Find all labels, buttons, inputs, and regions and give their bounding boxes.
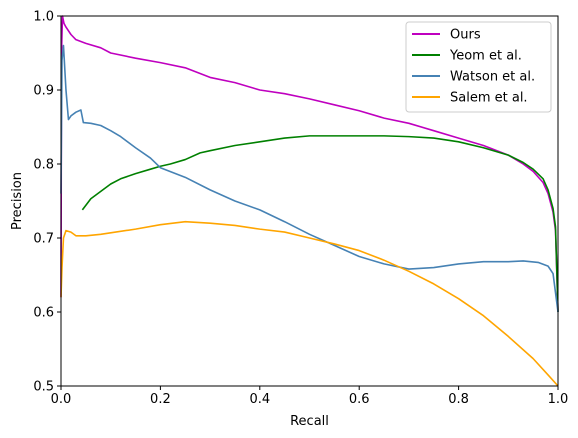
y-tick-label: 0.8 bbox=[33, 158, 54, 173]
x-tick-label: 0.6 bbox=[349, 392, 370, 407]
x-tick-label: 0.2 bbox=[150, 392, 171, 407]
legend-label-2: Watson et al. bbox=[450, 70, 535, 85]
x-axis-label: Recall bbox=[290, 414, 329, 429]
y-tick-label: 1.0 bbox=[33, 10, 54, 25]
legend-box bbox=[405, 21, 552, 113]
series-line-2 bbox=[60, 44, 559, 313]
x-tick-label: 1.0 bbox=[548, 392, 569, 407]
y-axis-label: Precision bbox=[10, 172, 25, 230]
series-line-3 bbox=[60, 220, 559, 387]
y-tick-label: 0.6 bbox=[33, 306, 54, 321]
axis-ticks: 0.0 0.2 0.4 0.6 0.8 1.0 0.5 0.6 0.7 0.8 0.9 1.0 bbox=[33, 10, 568, 408]
x-tick-label: 0.4 bbox=[249, 392, 270, 407]
y-tick-label: 0.7 bbox=[33, 232, 54, 247]
legend: Ours Yeom et al. Watson et al. Salem et al. bbox=[405, 21, 552, 113]
series-line-0 bbox=[60, 15, 559, 313]
plot-frame bbox=[60, 15, 559, 387]
legend-label-0: Ours bbox=[450, 28, 481, 43]
x-tick-label: 0.0 bbox=[51, 392, 72, 407]
legend-label-1: Yeom et al. bbox=[449, 49, 522, 64]
series-line-1 bbox=[81, 135, 559, 313]
x-tick-label: 0.8 bbox=[448, 392, 469, 407]
y-tick-label: 0.5 bbox=[33, 380, 54, 395]
plot-lines bbox=[60, 15, 559, 387]
legend-label-3: Salem et al. bbox=[450, 91, 528, 106]
y-tick-label: 0.9 bbox=[33, 84, 54, 99]
